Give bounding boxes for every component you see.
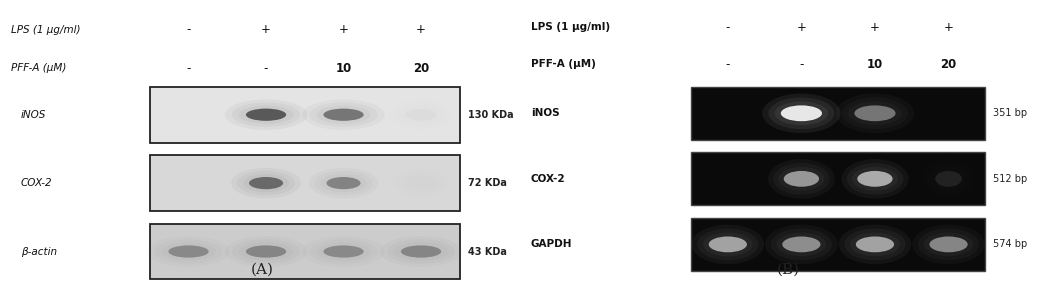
Ellipse shape <box>779 167 824 191</box>
Text: 20: 20 <box>941 58 956 71</box>
Text: +: + <box>944 21 953 34</box>
Ellipse shape <box>246 245 286 258</box>
Ellipse shape <box>839 225 911 264</box>
Ellipse shape <box>781 105 822 121</box>
Text: 351 bp: 351 bp <box>993 108 1027 118</box>
Ellipse shape <box>407 177 435 189</box>
Text: -: - <box>186 23 190 36</box>
Ellipse shape <box>697 229 759 260</box>
Ellipse shape <box>249 177 283 189</box>
Text: -: - <box>264 62 268 75</box>
Text: 72 KDa: 72 KDa <box>468 178 507 188</box>
Ellipse shape <box>765 225 838 264</box>
Text: iNOS: iNOS <box>21 110 46 120</box>
Ellipse shape <box>327 177 360 189</box>
Ellipse shape <box>768 159 834 199</box>
Text: 512 bp: 512 bp <box>993 174 1028 184</box>
Text: β-actin: β-actin <box>21 247 57 256</box>
Text: 20: 20 <box>413 62 429 75</box>
Ellipse shape <box>852 167 898 191</box>
Text: -: - <box>725 58 730 71</box>
Ellipse shape <box>770 229 832 260</box>
Text: -: - <box>725 21 730 34</box>
Bar <box>149 155 460 211</box>
Ellipse shape <box>768 97 834 129</box>
Ellipse shape <box>762 93 841 133</box>
Text: (B): (B) <box>777 262 800 276</box>
Ellipse shape <box>856 237 894 252</box>
Ellipse shape <box>777 233 826 256</box>
Ellipse shape <box>708 237 747 252</box>
Bar <box>692 87 986 140</box>
Ellipse shape <box>232 103 301 127</box>
Ellipse shape <box>239 105 293 124</box>
Text: COX-2: COX-2 <box>21 178 53 188</box>
Bar <box>149 224 460 279</box>
Text: LPS (1 μg/ml): LPS (1 μg/ml) <box>11 25 80 35</box>
Ellipse shape <box>168 245 209 258</box>
Ellipse shape <box>703 233 753 256</box>
Text: COX-2: COX-2 <box>531 174 565 184</box>
Text: (A): (A) <box>251 262 274 276</box>
Text: 130 KDa: 130 KDa <box>468 110 513 120</box>
Ellipse shape <box>929 237 968 252</box>
Text: +: + <box>870 21 880 34</box>
Ellipse shape <box>400 245 441 258</box>
Bar <box>149 87 460 142</box>
Text: PFF-A (μM): PFF-A (μM) <box>11 63 66 74</box>
Ellipse shape <box>775 101 828 125</box>
Text: -: - <box>799 58 804 71</box>
Ellipse shape <box>847 163 903 195</box>
Ellipse shape <box>842 159 908 199</box>
Ellipse shape <box>844 229 906 260</box>
Ellipse shape <box>324 245 364 258</box>
Ellipse shape <box>406 109 436 121</box>
Ellipse shape <box>782 237 821 252</box>
Text: 10: 10 <box>867 58 883 71</box>
Text: +: + <box>261 23 271 36</box>
Ellipse shape <box>692 225 764 264</box>
Text: -: - <box>186 62 190 75</box>
Ellipse shape <box>858 171 892 187</box>
Ellipse shape <box>225 99 307 130</box>
Text: 10: 10 <box>335 62 352 75</box>
Text: +: + <box>416 23 426 36</box>
Ellipse shape <box>784 171 819 187</box>
Bar <box>692 218 986 271</box>
Text: iNOS: iNOS <box>531 108 559 118</box>
Text: +: + <box>338 23 349 36</box>
Text: +: + <box>797 21 806 34</box>
Ellipse shape <box>774 163 829 195</box>
Ellipse shape <box>324 109 364 121</box>
Bar <box>692 152 986 205</box>
Text: LPS (1 μg/ml): LPS (1 μg/ml) <box>531 22 610 32</box>
Text: PFF-A (μM): PFF-A (μM) <box>531 59 596 69</box>
Ellipse shape <box>850 233 900 256</box>
Text: 574 bp: 574 bp <box>993 239 1028 249</box>
Text: 43 KDa: 43 KDa <box>468 247 507 256</box>
Text: GAPDH: GAPDH <box>531 239 572 249</box>
Ellipse shape <box>854 105 895 121</box>
Ellipse shape <box>935 171 962 187</box>
Ellipse shape <box>246 109 286 121</box>
